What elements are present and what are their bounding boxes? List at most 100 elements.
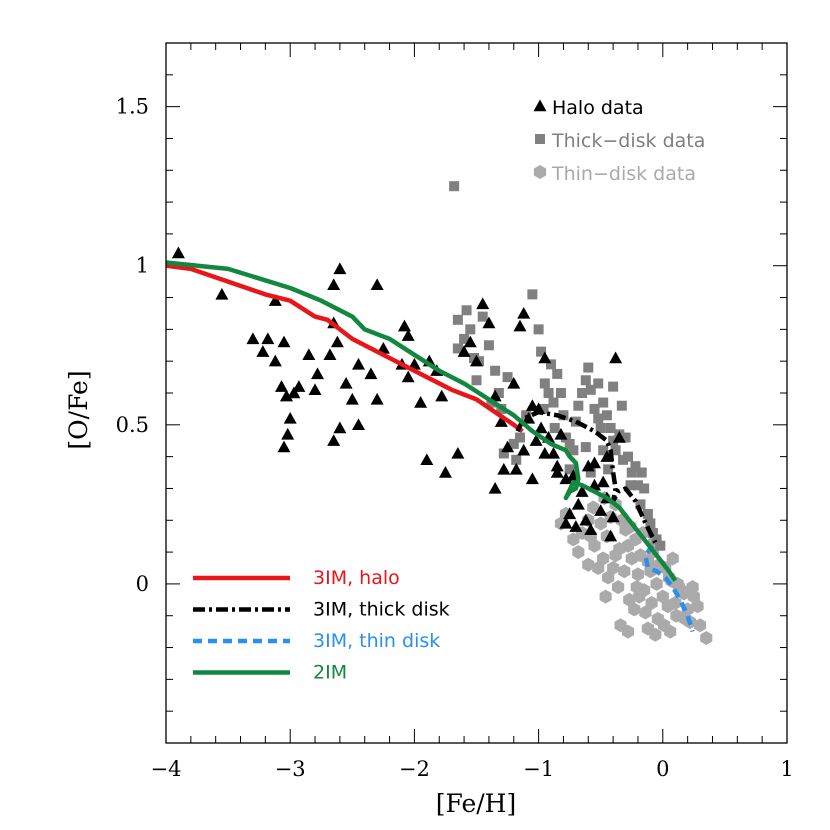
data-point-triangle [463, 335, 477, 348]
data-point-triangle [476, 297, 490, 310]
data-point-triangle [171, 246, 185, 259]
data-point-triangle [311, 367, 325, 380]
model-line [165, 260, 678, 582]
data-point-square [655, 540, 666, 551]
data-point-triangle [327, 278, 341, 291]
data-point-hexagon [639, 605, 652, 620]
data-point-triangle [279, 389, 293, 402]
legend-marker-hexagon [533, 165, 547, 179]
model-line [165, 263, 524, 434]
data-point-square [585, 467, 596, 478]
data-point-hexagon [631, 567, 644, 582]
data-point-triangle [246, 332, 260, 345]
data-point-hexagon [656, 589, 669, 604]
data-point-hexagon [607, 561, 620, 575]
data-point-triangle [497, 462, 511, 475]
data-point-triangle [494, 415, 508, 427]
plot-frame [165, 42, 788, 744]
data-point-square [502, 372, 513, 383]
data-point-square [533, 324, 544, 335]
data-point-hexagon [700, 631, 713, 645]
data-point-triangle [509, 462, 523, 475]
data-point-square [651, 534, 662, 545]
data-point-triangle [563, 507, 577, 520]
data-point-triangle [302, 348, 316, 361]
data-point-triangle [529, 434, 543, 446]
data-point-triangle [215, 287, 229, 300]
data-point-square [630, 461, 641, 472]
data-point-square [490, 365, 501, 376]
data-point-square [508, 438, 519, 449]
data-point-triangle [277, 440, 291, 453]
data-point-triangle [333, 262, 347, 275]
data-point-hexagon [661, 599, 674, 614]
scatter-legend-label: Thick−disk data [551, 130, 705, 152]
data-point-triangle [364, 367, 378, 380]
y-tick-label: 1 [136, 254, 149, 278]
data-point-hexagon [645, 596, 658, 610]
data-point-square [605, 423, 616, 433]
data-point-hexagon [599, 589, 612, 604]
line-legend-label: 3IM, halo [313, 567, 400, 589]
data-point-square [498, 448, 509, 459]
data-point-triangle [507, 376, 521, 389]
data-point-square [589, 403, 600, 414]
data-point-square [573, 400, 584, 411]
data-point-square [580, 442, 591, 453]
data-point-triangle [420, 453, 434, 466]
data-point-hexagon [623, 592, 636, 607]
line-legend: 3IM, halo 3IM, thick disk 3IM, thin disk 2I… [193, 567, 450, 684]
data-point-square [539, 378, 550, 389]
x-axis-title: [Fe/H] [436, 789, 517, 818]
data-point-triangle [397, 319, 411, 332]
data-point-square [610, 445, 621, 456]
data-point-square [465, 324, 476, 335]
model-line [515, 409, 658, 544]
y-tick-label: 0.5 [116, 413, 149, 437]
data-point-triangle [559, 472, 573, 485]
data-point-square [635, 499, 646, 510]
model-lines [165, 260, 695, 633]
data-point-hexagon [691, 599, 704, 614]
data-point-square [608, 435, 619, 446]
data-point-triangle [457, 345, 471, 357]
data-point-triangle [401, 329, 415, 341]
data-point-triangle [438, 466, 452, 478]
data-point-square [570, 416, 581, 427]
data-point-square [552, 368, 563, 379]
tick-labels: −4 −3 −2 −1 0 1 0 0.5 1 1.5 [116, 95, 794, 781]
legend-marker-triangle [533, 99, 547, 112]
x-tick-label: 1 [780, 757, 793, 781]
data-point-triangle [513, 319, 527, 332]
data-point-square [493, 388, 504, 398]
data-point-triangle [550, 459, 564, 472]
data-point-triangle [538, 446, 552, 459]
scatter-legend-label: Thin−disk data [551, 163, 696, 185]
axis-ticks [165, 42, 788, 744]
scatter-legend-label: Halo data [552, 97, 644, 119]
data-point-hexagon [622, 624, 635, 639]
y-axis-title: [O/Fe] [64, 370, 93, 449]
data-point-square [645, 518, 656, 529]
data-point-square [546, 359, 557, 370]
data-point-triangle [352, 357, 366, 370]
data-point-triangle [581, 459, 595, 472]
data-point-hexagon [686, 580, 699, 595]
data-point-triangle [287, 386, 301, 399]
data-point-hexagon [587, 500, 600, 515]
data-point-square [603, 464, 614, 475]
data-point-square [459, 333, 470, 344]
data-point-triangle [501, 440, 515, 453]
data-point-triangle [256, 345, 270, 357]
data-point-triangle [604, 529, 618, 542]
scatter-markers [171, 181, 713, 645]
data-point-square [608, 381, 619, 392]
data-point-triangle [488, 389, 502, 402]
data-point-triangle [554, 427, 568, 440]
y-tick-label: 1.5 [116, 95, 149, 119]
data-point-triangle [268, 294, 282, 306]
data-point-square [477, 311, 488, 322]
data-point-square [625, 480, 636, 491]
data-point-triangle [339, 376, 353, 389]
data-point-square [549, 423, 560, 433]
